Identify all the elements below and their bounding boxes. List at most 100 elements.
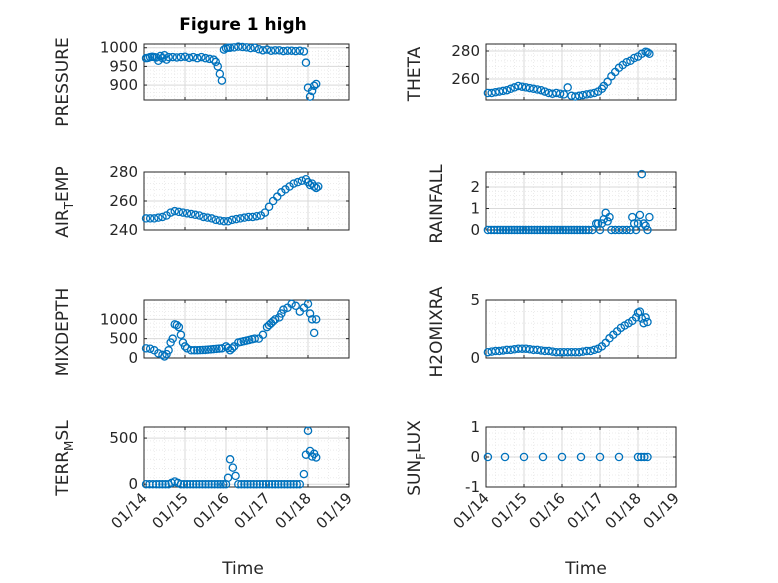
data-point [270, 479, 280, 489]
y-tick-label: 0 [470, 448, 480, 466]
data-point [510, 225, 519, 235]
data-point [236, 214, 245, 223]
data-point [172, 53, 182, 62]
data-point [519, 452, 529, 462]
data-point [203, 345, 213, 354]
data-point [275, 46, 284, 55]
data-point [303, 299, 313, 309]
data-point [145, 344, 155, 353]
data-point [207, 214, 216, 223]
data-point [553, 225, 562, 235]
data-point [248, 212, 257, 222]
data-point [533, 225, 542, 235]
y-tick-label: 280 [109, 163, 138, 181]
data-point [231, 471, 240, 481]
data-point [561, 225, 571, 235]
data-point [641, 313, 650, 322]
data-point [575, 225, 585, 235]
data-point [201, 345, 210, 355]
data-point [636, 452, 646, 462]
data-point [209, 344, 218, 354]
ylabel-sun-main: SUN [405, 460, 425, 496]
ylabel-sun-flux: SUNFLUX [405, 420, 428, 496]
data-point [645, 49, 654, 59]
data-point [188, 479, 198, 489]
data-point [216, 479, 225, 489]
data-point [213, 62, 223, 71]
data-point [141, 344, 151, 353]
ylabel-pressure: PRESSURE [53, 37, 73, 126]
data-point [633, 452, 643, 462]
data-point [533, 85, 542, 94]
data-point [258, 46, 268, 55]
data-point [212, 344, 221, 354]
data-point [286, 479, 295, 489]
data-point [586, 89, 595, 98]
data-point [535, 225, 545, 235]
data-point [504, 225, 514, 235]
y-tick-label: 950 [109, 57, 138, 75]
data-point [180, 52, 190, 61]
data-point [176, 52, 186, 62]
data-point [643, 317, 652, 327]
data-point [164, 52, 173, 62]
data-point [527, 225, 536, 235]
data-point [168, 334, 177, 343]
data-point [250, 43, 259, 52]
data-point [550, 225, 559, 235]
data-point [249, 479, 258, 489]
y-tick-label: 260 [109, 192, 138, 210]
data-point [595, 452, 605, 462]
data-point [483, 225, 493, 235]
data-point [242, 43, 251, 52]
data-point [590, 88, 599, 98]
data-point [518, 225, 528, 235]
data-point [260, 208, 270, 217]
data-point [280, 479, 289, 489]
y-tick-label: 1 [470, 200, 480, 218]
data-point [258, 479, 268, 489]
ylabel-terr-msl-text: TERRMSL [53, 420, 76, 497]
data-point [184, 53, 194, 63]
data-point [246, 479, 255, 489]
data-point [633, 308, 643, 318]
y-tick-label: 0 [470, 349, 480, 367]
data-point [228, 463, 238, 472]
axes-layer: 9009501000260280240260280012050010000505… [100, 39, 683, 533]
data-point [195, 211, 204, 220]
data-point [201, 53, 210, 63]
data-point [586, 346, 595, 356]
y-tick-label: 280 [451, 42, 480, 60]
data-point [254, 44, 264, 54]
data-point [305, 309, 315, 318]
data-point [507, 225, 516, 235]
data-point [176, 330, 186, 340]
data-point [483, 452, 493, 462]
data-point [170, 206, 179, 216]
data-point [643, 48, 652, 57]
ylabel-h2omixra: H2OMIXRA [427, 286, 447, 377]
data-point [244, 212, 253, 222]
data-point [246, 43, 255, 53]
data-point [515, 225, 525, 235]
data-point [309, 328, 319, 338]
data-point [521, 225, 531, 235]
data-point [227, 215, 237, 225]
ylabel-h2omixra-text: H2OMIXRA [427, 286, 447, 377]
data-point [211, 215, 220, 225]
y-tick-label: 260 [451, 70, 480, 88]
data-point [291, 46, 300, 56]
axes-box [485, 43, 677, 101]
data-point [305, 92, 315, 101]
data-point [161, 479, 170, 489]
data-point [252, 211, 261, 221]
data-point [584, 225, 593, 235]
data-point [203, 213, 212, 222]
data-point [182, 209, 192, 218]
data-point [156, 51, 165, 61]
data-point [541, 225, 551, 235]
data-point [223, 343, 233, 353]
data-point [297, 176, 307, 185]
data-point [513, 225, 522, 235]
